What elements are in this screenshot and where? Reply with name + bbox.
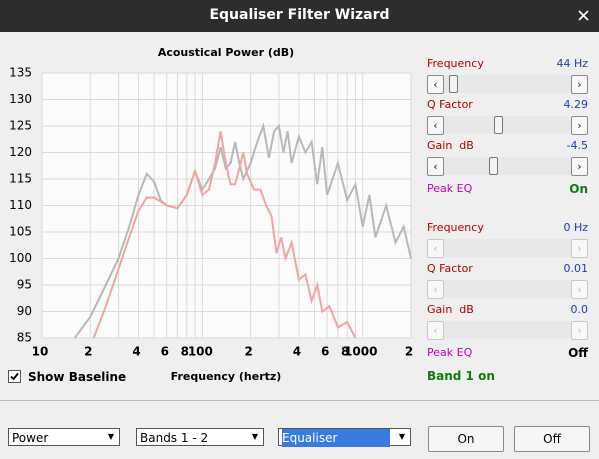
band-value: 4.29: [563, 98, 589, 111]
x-tick-label: 8: [341, 345, 349, 359]
x-tick-label: 4: [132, 345, 140, 359]
x-tick-label: 100: [188, 345, 213, 359]
y-tick-label: 90: [17, 304, 32, 318]
peak-eq-label: Peak EQ: [427, 182, 473, 195]
x-tick-label: 6: [161, 345, 169, 359]
band-value: -4.5: [566, 139, 588, 152]
x-tick-label: 4: [293, 345, 301, 359]
line-series: [92, 131, 357, 339]
x-tick-label: 2: [244, 345, 252, 359]
x-axis-label: Frequency (hertz): [171, 370, 282, 383]
band-label: Q Factor: [427, 262, 473, 275]
band-label: Gain dB: [427, 303, 474, 316]
dropdown[interactable]: Bands 1 - 2 ▼: [136, 428, 264, 446]
band-label: Gain dB: [427, 139, 474, 152]
x-tick-label: 1000: [344, 345, 377, 359]
slider[interactable]: ‹ ›: [427, 75, 588, 94]
band-value: 0.0: [570, 303, 589, 316]
band-value: 44 Hz: [556, 57, 588, 70]
y-tick-label: 120: [9, 145, 32, 159]
on-button[interactable]: On: [428, 426, 504, 452]
y-tick-label: 95: [17, 278, 32, 292]
off-button[interactable]: Off: [514, 426, 590, 452]
dropdown-text: Bands 1 - 2: [140, 431, 209, 445]
band-label: Q Factor: [427, 98, 473, 111]
show-baseline-label[interactable]: Show Baseline: [28, 370, 127, 384]
chart-title: Acoustical Power (dB): [158, 46, 294, 59]
y-tick-label: 100: [9, 251, 32, 265]
x-tick-label: 10: [32, 345, 49, 359]
slider: ‹ ›: [427, 239, 588, 258]
y-tick-label: 135: [9, 66, 32, 80]
dropdown[interactable]: Power ▼: [8, 428, 120, 446]
band-label: Frequency: [427, 57, 484, 70]
separator: [0, 400, 599, 401]
band-label: Frequency: [427, 221, 484, 234]
slider[interactable]: ‹ ›: [427, 157, 588, 176]
y-tick-label: 115: [9, 172, 32, 186]
show-baseline-checkbox[interactable]: [8, 370, 21, 383]
chart: Acoustical Power (dB) Frequency (hertz) …: [9, 46, 413, 383]
line-series: [73, 122, 412, 339]
x-tick-label: 2: [84, 345, 92, 359]
x-tick-label: 2: [405, 345, 413, 359]
peak-eq-state: Off: [568, 346, 588, 360]
peak-eq-state: On: [569, 182, 588, 196]
close-button[interactable]: [577, 9, 590, 22]
y-tick-label: 130: [9, 92, 32, 106]
band-value: 0.01: [563, 262, 589, 275]
slider: ‹ ›: [427, 321, 588, 340]
x-tick-label: 8: [181, 345, 189, 359]
y-tick-label: 85: [17, 331, 32, 345]
title-bar: [0, 0, 599, 32]
y-tick-label: 105: [9, 225, 32, 239]
dropdown-text: Power: [12, 431, 49, 445]
y-tick-label: 125: [9, 119, 32, 133]
peak-eq-label: Peak EQ: [427, 346, 473, 359]
slider[interactable]: ‹ ›: [427, 116, 588, 135]
band-value: 0 Hz: [563, 221, 588, 234]
y-tick-label: 110: [9, 198, 32, 212]
slider: ‹ ›: [427, 280, 588, 299]
dropdown[interactable]: Equaliser ▼: [278, 428, 411, 447]
x-tick-label: 6: [321, 345, 329, 359]
window-title: Equaliser Filter Wizard: [209, 7, 390, 23]
status: Band 1 on: [427, 369, 495, 383]
dropdown-text: Equaliser: [282, 429, 390, 447]
